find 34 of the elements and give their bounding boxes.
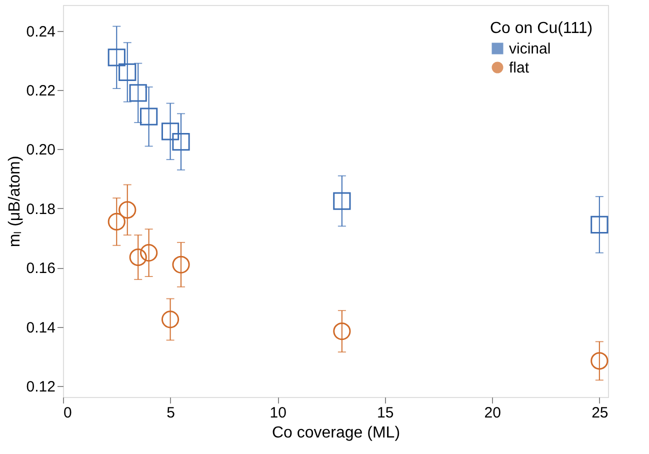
point (108, 212, 126, 231)
point (172, 132, 190, 151)
x-tick-label: 0 (64, 404, 72, 422)
legend-title: Co on Cu(111) (490, 20, 593, 37)
legend-label: vicinal (509, 40, 551, 58)
point (161, 122, 180, 140)
y-tick-label: 0.14 (26, 319, 56, 336)
point (140, 244, 158, 262)
point (333, 322, 351, 340)
point (161, 310, 180, 328)
point (129, 248, 147, 266)
y-tick-label: 0.12 (26, 378, 56, 396)
x-tick-label: 25 (592, 404, 608, 422)
y-tick-label: 0.22 (26, 82, 56, 100)
point (590, 352, 608, 370)
x-tick-label: 5 (166, 404, 175, 422)
y-tick-label: 0.20 (26, 142, 56, 159)
point (590, 216, 608, 234)
point (129, 84, 147, 102)
point (118, 63, 136, 82)
point (333, 192, 351, 210)
x-axis-title: Co coverage (ML) (272, 424, 400, 442)
y-tick-label: 0.24 (26, 23, 56, 40)
point (118, 201, 136, 219)
y-tick-label: 0.16 (26, 260, 56, 278)
x-tick-label: 20 (484, 404, 501, 422)
y-tick-label: 0.18 (26, 200, 56, 218)
x-tick-label: 15 (377, 404, 394, 422)
point (108, 48, 126, 66)
point (140, 108, 158, 126)
legend-label: flat (509, 60, 530, 76)
y-axis-title: mₗ (μB/atom) (6, 156, 24, 248)
x-tick-label: 10 (270, 404, 286, 422)
point (172, 256, 190, 274)
